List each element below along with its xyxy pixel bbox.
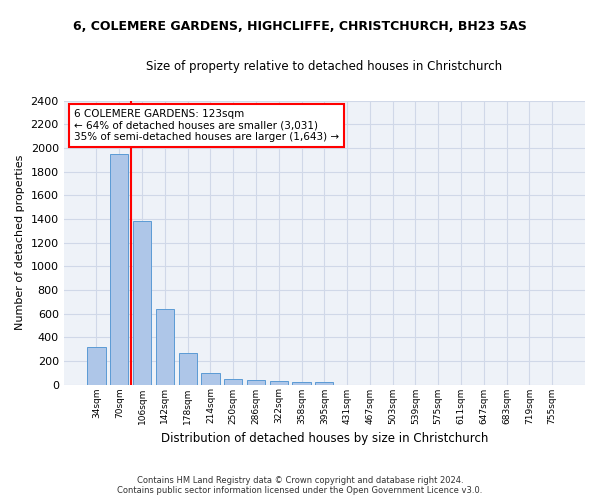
Bar — [179, 352, 197, 384]
Bar — [224, 378, 242, 384]
Text: 6 COLEMERE GARDENS: 123sqm
← 64% of detached houses are smaller (3,031)
35% of s: 6 COLEMERE GARDENS: 123sqm ← 64% of deta… — [74, 109, 339, 142]
X-axis label: Distribution of detached houses by size in Christchurch: Distribution of detached houses by size … — [161, 432, 488, 445]
Bar — [269, 381, 288, 384]
Text: 6, COLEMERE GARDENS, HIGHCLIFFE, CHRISTCHURCH, BH23 5AS: 6, COLEMERE GARDENS, HIGHCLIFFE, CHRISTC… — [73, 20, 527, 33]
Bar — [315, 382, 334, 384]
Bar — [156, 310, 174, 384]
Bar — [110, 154, 128, 384]
Bar — [88, 347, 106, 385]
Text: Contains HM Land Registry data © Crown copyright and database right 2024.
Contai: Contains HM Land Registry data © Crown c… — [118, 476, 482, 495]
Y-axis label: Number of detached properties: Number of detached properties — [15, 155, 25, 330]
Bar — [292, 382, 311, 384]
Bar — [201, 372, 220, 384]
Title: Size of property relative to detached houses in Christchurch: Size of property relative to detached ho… — [146, 60, 502, 73]
Bar — [247, 380, 265, 384]
Bar — [133, 220, 151, 384]
